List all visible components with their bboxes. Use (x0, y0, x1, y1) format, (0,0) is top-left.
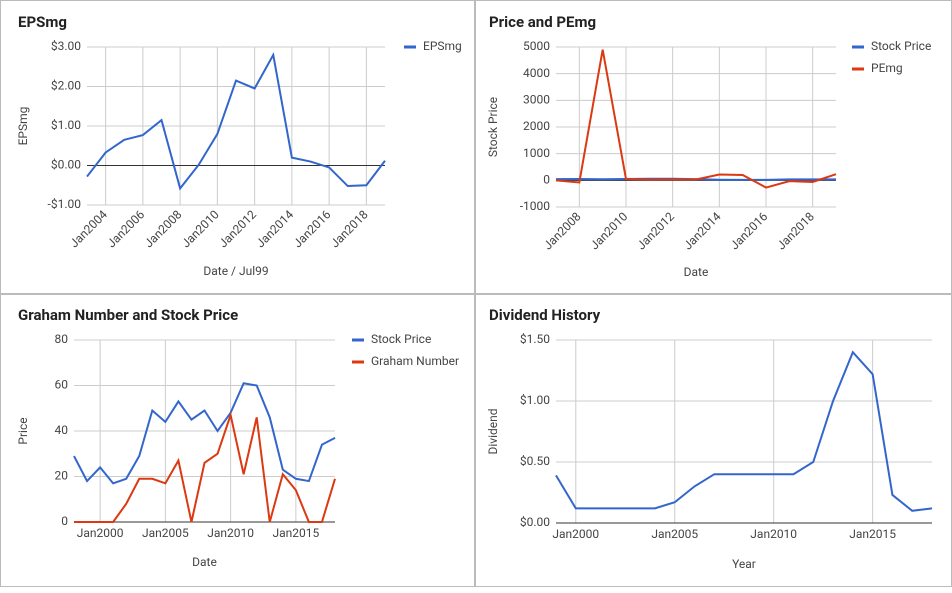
x-tick-label: Jan2010 (179, 207, 222, 250)
y-tick-label: $1.50 (520, 332, 550, 346)
y-tick-label: 1000 (523, 146, 550, 160)
y-tick-label: $1.00 (520, 393, 550, 407)
y-axis-title: Stock Price (486, 97, 500, 157)
x-tick-label: Jan2018 (774, 209, 817, 252)
chart-title: EPSmg (18, 13, 67, 31)
y-tick-label: 5000 (523, 39, 550, 53)
y-tick-label: 0 (543, 173, 550, 187)
x-tick-label: Jan2015 (272, 526, 319, 540)
x-axis-title: Date (192, 555, 217, 569)
y-tick-label: $1.00 (51, 118, 81, 132)
x-tick-label: Jan2014 (253, 207, 296, 250)
x-tick-label: Jan2010 (207, 526, 254, 540)
y-tick-label: 20 (55, 469, 69, 483)
x-axis-title: Date / Jul99 (203, 264, 268, 278)
y-tick-label: 0 (61, 514, 68, 528)
x-axis-title: Date (684, 265, 709, 279)
y-axis-title: EPSmg (16, 107, 30, 146)
series-line (86, 51, 386, 191)
y-tick-label: 40 (55, 423, 69, 437)
chart-title: Graham Number and Stock Price (18, 306, 238, 324)
x-tick-label: Jan2005 (651, 527, 698, 541)
y-tick-label: 60 (55, 378, 69, 392)
x-tick-label: Jan2015 (849, 527, 896, 541)
chart-title: Price and PEmg (489, 13, 596, 31)
x-tick-label: Jan2010 (587, 209, 630, 252)
y-tick-label: 4000 (523, 66, 550, 80)
series-line (555, 350, 933, 512)
y-tick-label: $2.00 (51, 79, 81, 93)
y-tick-label: -$1.00 (48, 197, 82, 211)
panel (0, 294, 475, 587)
legend-label: Stock Price (871, 39, 931, 53)
y-tick-label: -1000 (520, 199, 551, 213)
panel (0, 0, 475, 294)
x-axis-title: Year (732, 557, 756, 571)
legend-label: EPSmg (423, 39, 462, 53)
x-tick-label: Jan2000 (77, 526, 124, 540)
x-tick-label: Jan2008 (541, 209, 584, 252)
series-line (73, 382, 336, 485)
x-tick-label: Jan2005 (142, 526, 189, 540)
series-line (555, 49, 837, 189)
y-tick-label: 3000 (523, 93, 550, 107)
x-tick-label: Jan2014 (681, 209, 724, 252)
legend-label: Stock Price (371, 332, 431, 346)
y-tick-label: $3.00 (51, 39, 81, 53)
y-tick-label: $0.00 (51, 158, 81, 172)
y-axis-title: Price (16, 417, 30, 444)
legend-label: Graham Number (371, 354, 459, 368)
x-tick-label: Jan2004 (67, 207, 110, 250)
x-tick-label: Jan2008 (142, 207, 185, 250)
legend-label: PEmg (871, 61, 903, 75)
x-tick-label: Jan2006 (104, 207, 147, 250)
x-tick-label: Jan2016 (291, 207, 334, 250)
y-tick-label: $0.00 (520, 515, 550, 529)
y-axis-title: Dividend (486, 408, 500, 454)
x-tick-label: Jan2018 (328, 207, 371, 250)
y-tick-label: 2000 (523, 119, 550, 133)
x-tick-label: Jan2016 (727, 209, 770, 252)
x-tick-label: Jan2012 (634, 209, 677, 252)
series-line (74, 411, 336, 523)
chart-title: Dividend History (489, 306, 601, 324)
x-tick-label: Jan2012 (216, 207, 259, 250)
y-tick-label: $0.50 (520, 454, 550, 468)
x-tick-label: Jan2000 (552, 527, 599, 541)
x-tick-label: Jan2010 (750, 527, 797, 541)
y-tick-label: 80 (55, 332, 69, 346)
